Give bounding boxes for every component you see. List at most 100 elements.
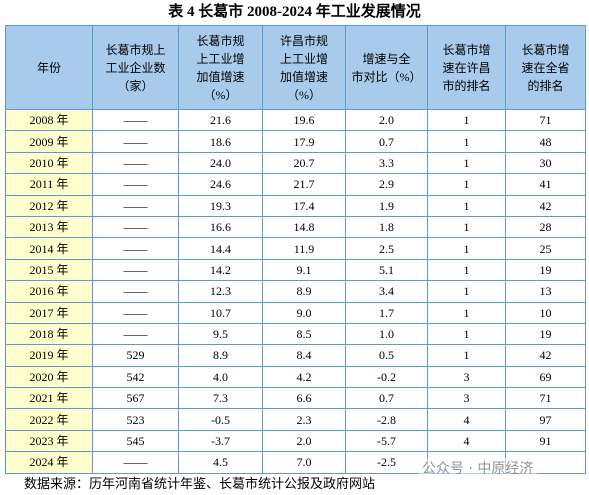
table-cell: 19	[505, 258, 586, 282]
table-cell: ——	[92, 280, 179, 303]
header-cell: 许昌市规 上工业增 加值增速 （%）	[262, 25, 346, 110]
table-cell: 48	[505, 130, 586, 153]
table-cell: 8.9	[178, 344, 263, 367]
table-row: 2010 年 —— 24.0 20.7 3.3 1 30	[5, 151, 586, 175]
table-row: 2023 年 545 -3.7 2.0 -5.7 4 91	[5, 429, 586, 453]
header-line: 长葛市规上	[105, 42, 166, 57]
table-cell: 7.0	[262, 451, 346, 474]
table-cell: 11.9	[262, 237, 346, 260]
table-cell: 529	[92, 344, 179, 367]
header-line: 上工业增	[196, 51, 245, 66]
table-cell: ——	[92, 151, 179, 175]
table-cell: 71	[505, 387, 586, 410]
year-cell: 2010 年	[5, 151, 93, 175]
table-cell: 1.9	[345, 194, 428, 217]
year-cell: 2014 年	[5, 237, 93, 260]
table-cell: 1	[427, 194, 506, 217]
table-cell: 6.6	[262, 387, 346, 410]
table-cell: 14.4	[178, 237, 263, 260]
table-cell: 1	[427, 301, 506, 324]
table-cell: 13	[505, 280, 586, 303]
table-cell: 7.3	[178, 387, 263, 410]
table-cell: 14.2	[178, 258, 263, 282]
header-line: 的排名	[527, 78, 564, 93]
year-cell: 2011 年	[5, 173, 93, 196]
table-cell: 9.0	[262, 301, 346, 324]
table-cell: 2.5	[345, 237, 428, 260]
table-cell: 42	[505, 344, 586, 367]
table-cell: 5.1	[345, 258, 428, 282]
table-cell: 19.3	[178, 194, 263, 217]
header-line: 年份	[36, 60, 61, 75]
year-cell: 2009 年	[5, 130, 93, 153]
header-line: 长葛市增	[442, 42, 491, 57]
table-cell: 8.9	[262, 280, 346, 303]
table-row: 2008 年 —— 21.6 19.6 2.0 1 71	[5, 108, 586, 132]
header-line: 速在全省	[521, 60, 570, 75]
header-cell: 年份	[5, 25, 93, 110]
table-cell: 42	[505, 194, 586, 217]
header-line: 长葛市规	[196, 33, 245, 48]
table-cell: 71	[505, 108, 586, 132]
header-cell: 增速与全 市对比（%）	[345, 25, 428, 110]
table-cell: 1	[427, 280, 506, 303]
table-title: 表 4 长葛市 2008-2024 年工业发展情况	[168, 4, 421, 20]
table-cell: -0.2	[345, 365, 428, 389]
table-cell: -2.8	[345, 408, 428, 431]
table-cell: 4	[427, 429, 506, 453]
header-line: 加值增速	[279, 69, 328, 84]
table-cell: 1	[427, 215, 506, 239]
table-cell: 1.0	[345, 322, 428, 346]
table-cell: 8.5	[262, 322, 346, 346]
year-cell: 2008 年	[5, 108, 93, 132]
table-cell: 17.9	[262, 130, 346, 153]
header-line: 市的排名	[442, 78, 491, 93]
table-cell: 1	[427, 344, 506, 367]
table-cell: 1	[427, 151, 506, 175]
table-row: 2020 年 542 4.0 4.2 -0.2 3 69	[5, 365, 586, 389]
header-line: 增速与全	[362, 51, 411, 66]
table-cell: ——	[92, 237, 179, 260]
table-row: 2016 年 —— 12.3 8.9 3.4 1 13	[5, 280, 586, 303]
table-row: 2019 年 529 8.9 8.4 0.5 1 42	[5, 344, 586, 367]
table-row: 2021 年 567 7.3 6.6 0.7 3 71	[5, 387, 586, 410]
table-cell: ——	[92, 130, 179, 153]
table-cell: ——	[92, 451, 179, 474]
header-line: （家）	[117, 78, 154, 93]
table-cell: 1	[427, 237, 506, 260]
header-cell: 长葛市规上 工业企业数 （家）	[92, 25, 179, 110]
table-cell: 24.6	[178, 173, 263, 196]
header-cell: 长葛市规 上工业增 加值增速 （%）	[178, 25, 263, 110]
table-cell: ——	[92, 108, 179, 132]
table-cell: 41	[505, 173, 586, 196]
table-body: 2008 年 —— 21.6 19.6 2.0 1 71 2009 年 —— 18.6 17.9 0.…	[5, 108, 586, 474]
table-cell: 97	[505, 408, 586, 431]
table-cell: 3.4	[345, 280, 428, 303]
table-cell: 1	[427, 258, 506, 282]
table-cell: 14.8	[262, 215, 346, 239]
table-cell: 17.4	[262, 194, 346, 217]
table-cell: 1	[427, 130, 506, 153]
table-row: 2017 年 —— 10.7 9.0 1.7 1 10	[5, 301, 586, 324]
year-cell: 2019 年	[5, 344, 93, 367]
table-cell: 8.4	[262, 344, 346, 367]
year-cell: 2024 年	[5, 451, 93, 474]
watermark: 公众号 · 中原经济	[418, 458, 538, 478]
table-cell: 3	[427, 365, 506, 389]
year-cell: 2021 年	[5, 387, 93, 410]
table-cell: 0.7	[345, 387, 428, 410]
table-cell: 9.1	[262, 258, 346, 282]
table-cell: ——	[92, 215, 179, 239]
table-cell: 545	[92, 429, 179, 453]
table-cell: 2.3	[262, 408, 346, 431]
table-cell: ——	[92, 258, 179, 282]
table-cell: 18.6	[178, 130, 263, 153]
table-cell: -5.7	[345, 429, 428, 453]
year-cell: 2012 年	[5, 194, 93, 217]
table-cell: 2.0	[262, 429, 346, 453]
table-cell: 4.5	[178, 451, 263, 474]
table-cell: 69	[505, 365, 586, 389]
table-cell: 1	[427, 108, 506, 132]
table-cell: 19.6	[262, 108, 346, 132]
table-cell: ——	[92, 322, 179, 346]
